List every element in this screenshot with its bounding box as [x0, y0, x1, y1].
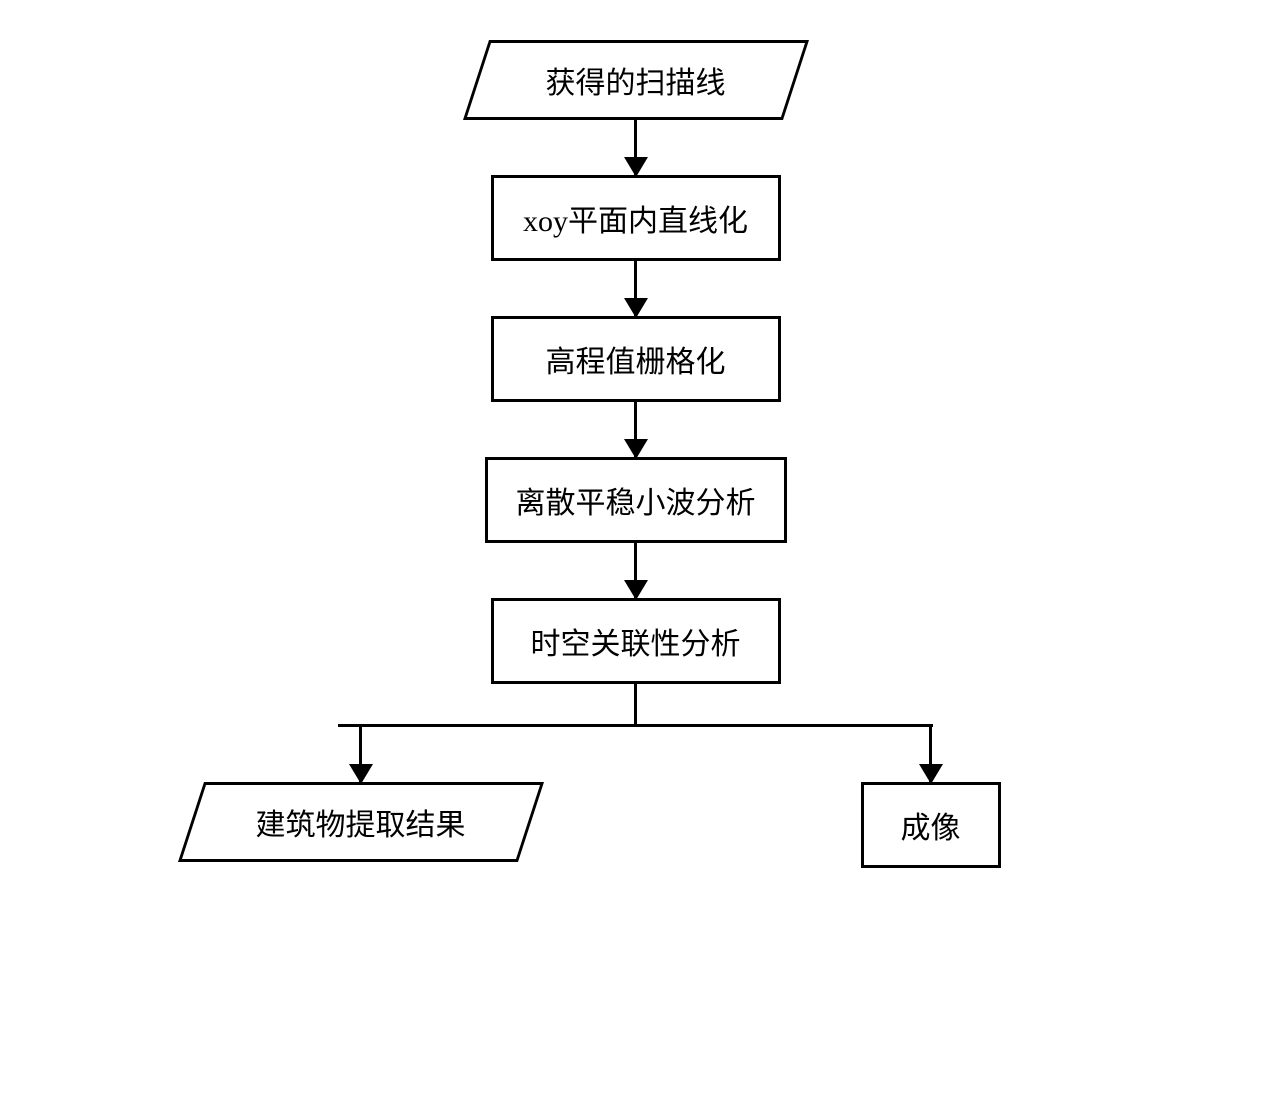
branch-drop-right: [929, 727, 932, 782]
branch-container: 建筑物提取结果 成像: [256, 684, 1016, 868]
branch-stem: [634, 684, 637, 724]
step1-label: xoy平面内直线化: [523, 196, 748, 240]
arrow-input-step1: [634, 120, 637, 175]
step3-label: 离散平稳小波分析: [516, 478, 756, 522]
output-left-label: 建筑物提取结果: [216, 782, 506, 862]
branch-drop-left: [359, 727, 362, 782]
branch-right-wrap: 成像: [861, 727, 1001, 868]
step2-node: 高程值栅格化: [491, 316, 781, 402]
step4-label: 时空关联性分析: [531, 619, 741, 663]
arrow-step1-step2: [634, 261, 637, 316]
step4-node: 时空关联性分析: [491, 598, 781, 684]
step1-node: xoy平面内直线化: [491, 175, 781, 261]
step3-node: 离散平稳小波分析: [485, 457, 787, 543]
branch-left-wrap: 建筑物提取结果: [191, 727, 531, 862]
arrow-step2-step3: [634, 402, 637, 457]
step2-label: 高程值栅格化: [546, 337, 726, 381]
output-left-node: 建筑物提取结果: [191, 782, 531, 862]
flowchart-root: 获得的扫描线 xoy平面内直线化 高程值栅格化 离散平稳小波分析 时空关联性分析…: [256, 40, 1016, 868]
arrow-step3-step4: [634, 543, 637, 598]
input-node: 获得的扫描线: [476, 40, 796, 120]
branch-targets: 建筑物提取结果 成像: [256, 727, 1016, 868]
input-label: 获得的扫描线: [506, 40, 766, 120]
output-right-node: 成像: [861, 782, 1001, 868]
output-right-label: 成像: [901, 803, 961, 847]
